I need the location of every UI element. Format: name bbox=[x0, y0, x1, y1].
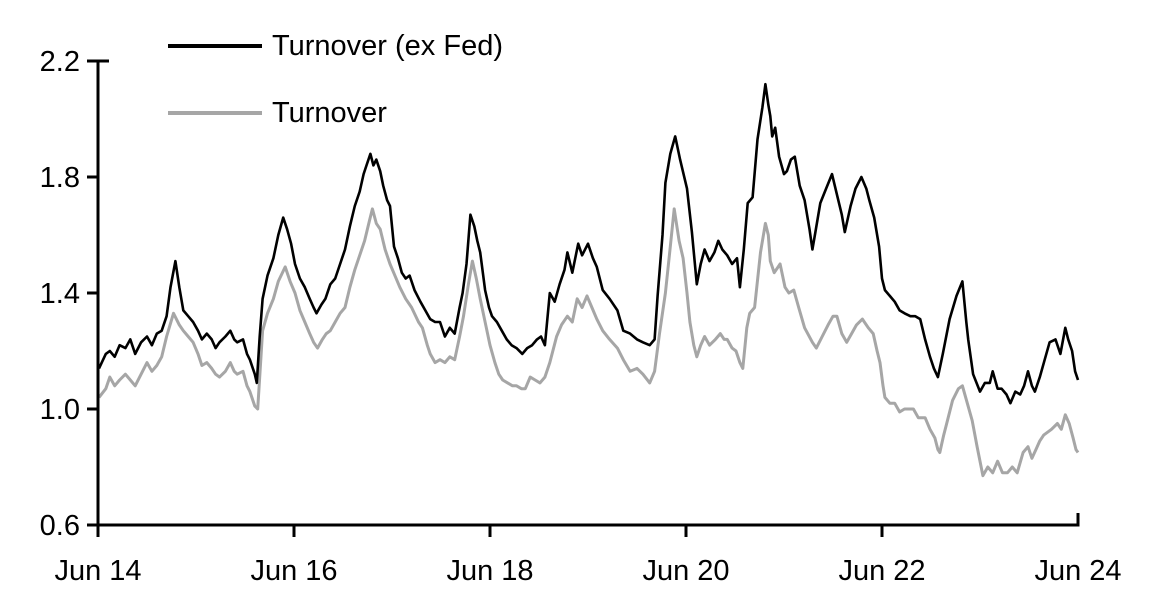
turnover-line bbox=[97, 207, 1080, 478]
y-tick-label: 1.8 bbox=[40, 162, 80, 194]
legend-swatch-gray-line bbox=[168, 111, 262, 115]
x-tick-label: Jun 18 bbox=[446, 555, 533, 587]
x-tick-label: Jun 14 bbox=[54, 555, 141, 587]
legend-item-turnover: Turnover bbox=[168, 98, 387, 128]
legend-swatch-black-line bbox=[168, 44, 262, 48]
legend-label: Turnover bbox=[272, 97, 387, 129]
x-tick-label: Jun 24 bbox=[1034, 555, 1121, 587]
y-tick-label: 0.6 bbox=[40, 510, 80, 542]
y-tick-label: 2.2 bbox=[40, 46, 80, 78]
y-tick-label: 1.4 bbox=[40, 278, 80, 310]
x-tick-label: Jun 16 bbox=[250, 555, 337, 587]
legend-item-turnover-ex-fed: Turnover (ex Fed) bbox=[168, 31, 503, 61]
x-tick-label: Jun 22 bbox=[838, 555, 925, 587]
y-tick-label: 1.0 bbox=[40, 394, 80, 426]
turnover-ex-fed-line bbox=[97, 82, 1080, 405]
x-tick-label: Jun 20 bbox=[642, 555, 729, 587]
legend-label: Turnover (ex Fed) bbox=[272, 30, 503, 62]
